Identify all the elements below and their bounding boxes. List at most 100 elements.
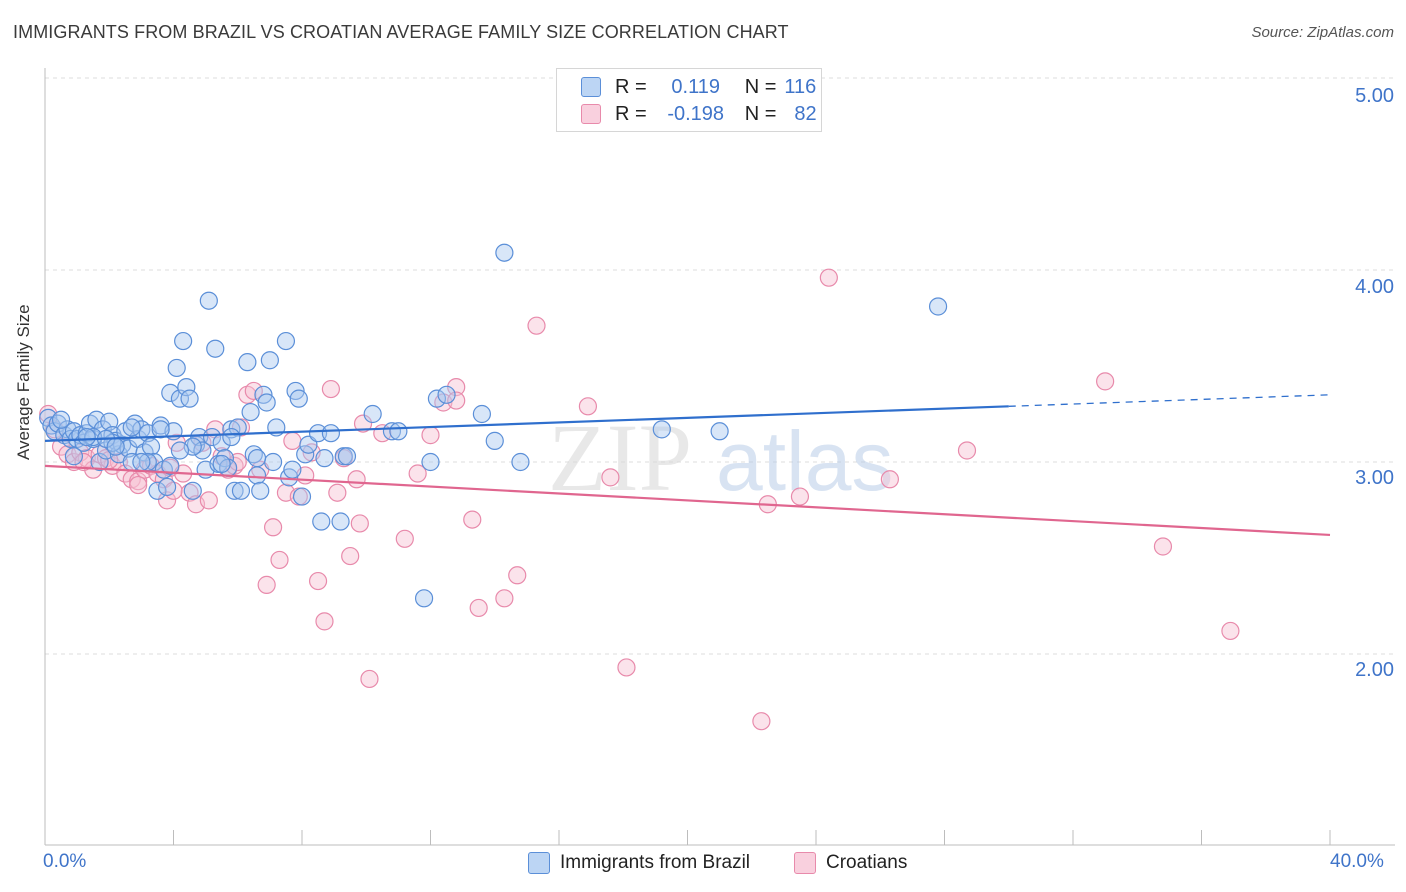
brazil-point: [90, 452, 109, 472]
brazil-point: [161, 383, 180, 402]
brazil-point: [193, 441, 212, 460]
brazil-point: [289, 389, 308, 408]
brazil-point: [161, 456, 180, 475]
croatians-point: [880, 470, 899, 489]
croatians-point: [819, 268, 838, 287]
x-tick-label-max: 40.0%: [1330, 851, 1384, 872]
brazil-point: [148, 481, 167, 500]
brazil-point: [215, 449, 234, 468]
brazil-point: [231, 481, 251, 500]
croatians-point: [752, 712, 771, 731]
brazil-point: [263, 452, 283, 472]
brazil-point: [51, 410, 71, 429]
legend-n-value: 82: [794, 102, 817, 125]
legend-n-label: N =: [744, 75, 777, 98]
croatians-point: [180, 483, 199, 502]
brazil-point: [363, 404, 382, 424]
brazil-point: [180, 389, 199, 408]
brazil-point: [251, 481, 270, 500]
brazil-point: [485, 431, 504, 450]
croatians-point: [257, 575, 276, 594]
croatians-point: [129, 472, 148, 491]
croatians-point: [308, 571, 328, 591]
stats-legend: R = 0.119 N = 116 R = -0.198 N = 82: [556, 68, 822, 132]
brazil-point: [174, 331, 193, 351]
brazil-point: [183, 481, 202, 500]
brazil-point: [170, 441, 190, 460]
legend-item-croatians[interactable]: Croatians: [794, 852, 907, 874]
croatians-point: [421, 426, 440, 445]
croatians-point: [957, 441, 977, 460]
croatians-point: [790, 487, 810, 506]
croatians-point: [341, 546, 360, 566]
brazil-point: [315, 449, 334, 468]
croatians-point: [244, 381, 263, 401]
brazil-point: [495, 243, 514, 262]
brazil-point: [190, 427, 209, 447]
brazil-point: [421, 452, 440, 472]
brazil-point: [321, 424, 341, 443]
croatians-point: [1096, 372, 1115, 391]
croatians-point: [508, 566, 527, 585]
croatians-point: [199, 491, 218, 510]
legend-item-brazil[interactable]: Immigrants from Brazil: [528, 852, 750, 874]
axes: [44, 68, 1395, 846]
brazil-point: [382, 422, 402, 441]
brazil-point: [414, 589, 434, 608]
brazil-point: [652, 420, 671, 439]
brazil-point: [427, 389, 447, 408]
brazil-point: [106, 437, 125, 456]
brazil-point: [928, 297, 948, 316]
croatians-point: [447, 378, 466, 397]
brazil-point: [337, 447, 357, 466]
trend-lines: [44, 394, 1331, 537]
croatians-point: [1221, 621, 1240, 641]
croatians-point: [395, 529, 414, 548]
brazil-point: [308, 424, 328, 443]
brazil-point: [247, 466, 267, 485]
croatians-point: [328, 483, 347, 502]
legend-swatch-pink: [581, 104, 601, 124]
brazil-point: [331, 512, 350, 531]
croatians-point: [321, 379, 341, 399]
croatians-point: [315, 612, 334, 631]
brazil-point: [141, 437, 161, 456]
legend-swatch-blue: [528, 852, 550, 874]
brazil-point: [202, 427, 222, 447]
brazil-point: [241, 402, 260, 422]
croatians-point: [617, 658, 636, 677]
brazil-point: [283, 460, 302, 479]
croatians-point: [347, 470, 366, 489]
brazil-point: [437, 385, 456, 404]
brazil-point: [157, 477, 177, 497]
brazil-point: [511, 452, 530, 472]
legend-n-value: 116: [784, 75, 817, 98]
y-tick-label: 2.00: [1355, 659, 1394, 681]
legend-label-brazil: Immigrants from Brazil: [560, 852, 751, 873]
brazil-point: [472, 404, 491, 424]
croatians-point: [353, 414, 373, 433]
croatians-point: [270, 550, 289, 570]
legend-r-value: 0.119: [671, 75, 720, 98]
croatians-point: [463, 510, 482, 529]
croatians-point: [360, 669, 379, 689]
brazil-point: [247, 449, 267, 468]
brazil-point: [132, 452, 151, 472]
croatians-point: [469, 598, 488, 618]
brazil-point: [170, 389, 190, 408]
brazil-point: [151, 420, 170, 439]
brazil-point: [296, 445, 315, 464]
brazil-point: [710, 422, 729, 441]
legend-swatch-blue: [581, 77, 601, 97]
brazil-point: [122, 418, 141, 437]
croatians-point: [283, 431, 302, 450]
trend-line-brazil-extension: [1008, 394, 1331, 407]
brazil-point: [312, 512, 331, 531]
source-label: Source: ZipAtlas.com: [1251, 24, 1394, 41]
brazil-point: [206, 339, 225, 358]
y-axis-label: Average Family Size: [14, 304, 33, 460]
brazil-point: [177, 378, 196, 397]
croatians-point: [447, 391, 466, 410]
legend-r-label: R =: [615, 102, 647, 125]
